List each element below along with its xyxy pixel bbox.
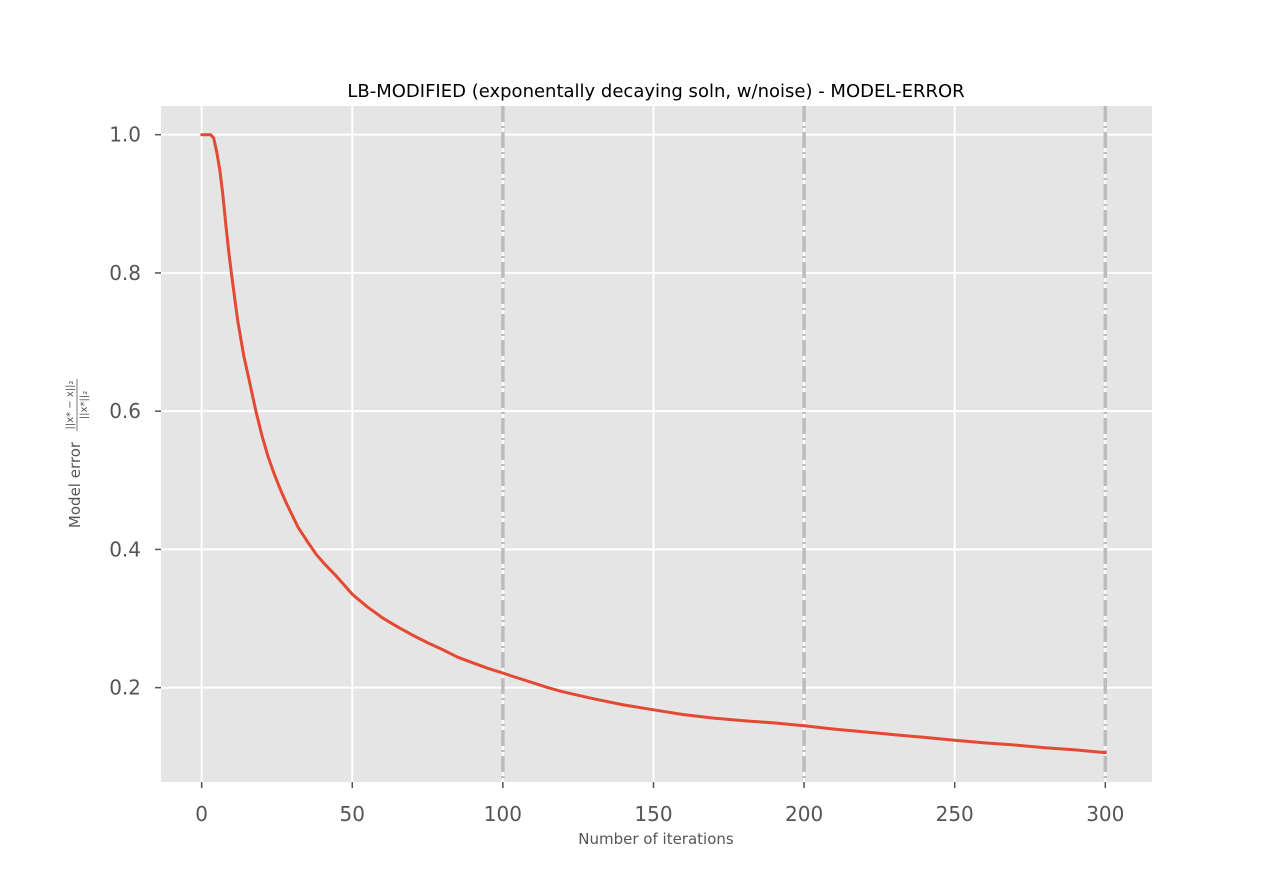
x-tick-label: 0: [195, 802, 208, 826]
y-tick-label: 1.0: [109, 123, 141, 147]
x-tick-label: 150: [634, 802, 672, 826]
series-layer: [200, 133, 1107, 755]
y-tick-label: 0.4: [109, 537, 141, 561]
x-tick-label: 250: [936, 802, 974, 826]
x-tick-label: 100: [484, 802, 522, 826]
x-tick-label: 50: [340, 802, 365, 826]
y-tick-label: 0.2: [109, 676, 141, 700]
vertical-markers: [501, 106, 1108, 782]
x-tick-label: 200: [785, 802, 823, 826]
plot-area: [161, 106, 1152, 782]
chart-title: LB-MODIFIED (exponentally decaying soln,…: [347, 81, 964, 102]
y-axis-label-numerator: ||x* − x||₂: [65, 380, 76, 429]
series-line: [200, 133, 1107, 755]
ticks: 0 50 100 150 200 250 300 0.2 0.4 0.6 0.8 1.0: [109, 123, 1124, 826]
y-axis-label: Model error ||x* − x||₂ ||x*||₂: [65, 379, 90, 528]
x-tick-label: 300: [1086, 802, 1124, 826]
y-axis-label-text: Model error: [66, 441, 84, 528]
y-axis-label-denominator: ||x*||₂: [79, 391, 90, 419]
y-tick-label: 0.8: [109, 261, 141, 285]
x-axis-label: Number of iterations: [578, 830, 734, 848]
y-tick-label: 0.6: [109, 399, 141, 423]
